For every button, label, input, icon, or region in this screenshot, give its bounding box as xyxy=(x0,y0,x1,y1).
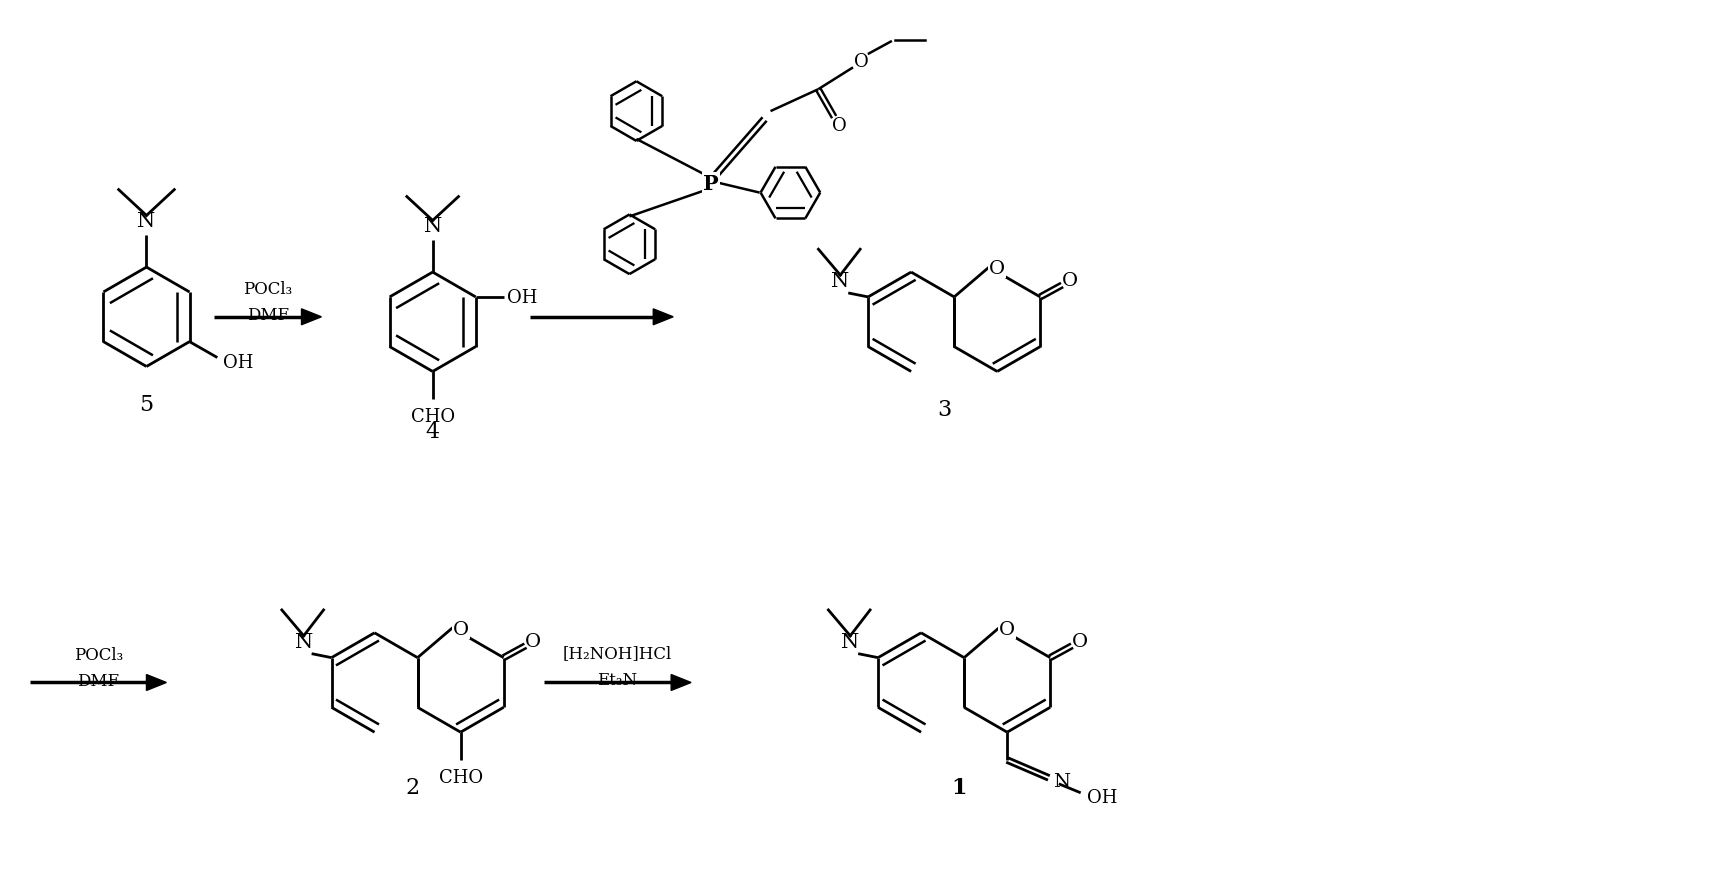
Text: O: O xyxy=(1000,620,1015,638)
Text: 3: 3 xyxy=(936,399,952,421)
Text: POCl₃: POCl₃ xyxy=(243,281,293,298)
Text: O: O xyxy=(832,117,846,135)
Text: O: O xyxy=(990,260,1005,278)
Text: P: P xyxy=(704,174,719,193)
Text: 5: 5 xyxy=(139,393,154,416)
Text: N: N xyxy=(423,217,442,236)
Polygon shape xyxy=(654,309,673,325)
Text: OH: OH xyxy=(1087,788,1116,806)
Text: N: N xyxy=(830,272,849,291)
Text: OH: OH xyxy=(507,289,538,307)
Text: DMF: DMF xyxy=(247,307,289,324)
Text: N: N xyxy=(841,632,859,651)
Text: DMF: DMF xyxy=(77,672,120,689)
Text: [H₂NOH]HCl: [H₂NOH]HCl xyxy=(563,644,673,662)
Text: O: O xyxy=(526,632,541,650)
Text: 4: 4 xyxy=(426,421,440,443)
Polygon shape xyxy=(147,675,166,691)
Text: O: O xyxy=(854,53,868,71)
Text: O: O xyxy=(1061,272,1079,290)
Text: 1: 1 xyxy=(952,776,967,798)
Text: Et₃N: Et₃N xyxy=(597,672,637,688)
Text: O: O xyxy=(1072,632,1089,650)
Text: N: N xyxy=(137,212,156,231)
Text: O: O xyxy=(452,620,469,638)
Text: 2: 2 xyxy=(406,776,419,798)
Text: N: N xyxy=(294,632,313,651)
Polygon shape xyxy=(301,309,322,325)
Text: CHO: CHO xyxy=(438,768,483,786)
Text: OH: OH xyxy=(223,354,253,371)
Text: CHO: CHO xyxy=(411,408,455,426)
Polygon shape xyxy=(671,675,692,691)
Text: POCl₃: POCl₃ xyxy=(74,647,123,664)
Text: N: N xyxy=(1053,772,1070,790)
